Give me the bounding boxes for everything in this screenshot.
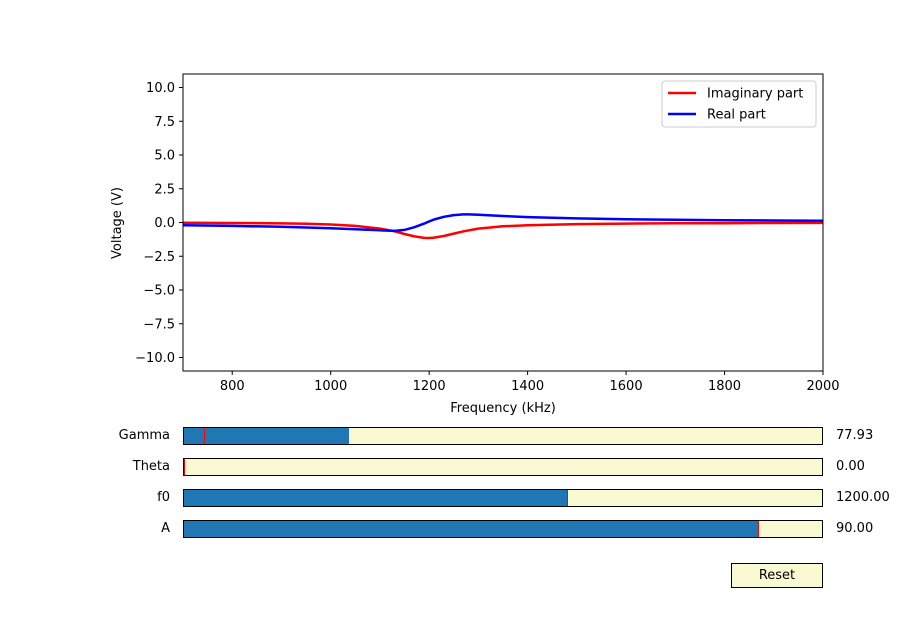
slider-value: 77.93 <box>836 428 874 443</box>
slider-label: f0 <box>157 490 170 505</box>
plot-area <box>183 213 823 240</box>
y-tick-label: 10.0 <box>146 81 175 96</box>
legend-label-2: Real part <box>707 108 766 123</box>
x-tick-label: 1200 <box>413 379 446 394</box>
series-line-2 <box>183 213 823 233</box>
y-tick-label: 2.5 <box>154 182 175 197</box>
x-tick-label: 2000 <box>806 379 839 394</box>
slider-initial-marker <box>184 459 185 475</box>
x-tick-label: 800 <box>220 379 245 394</box>
legend-label-1: Imaginary part <box>707 87 803 102</box>
slider-value: 90.00 <box>836 521 874 536</box>
slider-initial-marker <box>758 521 759 537</box>
slider-fill <box>184 521 758 537</box>
slider-track[interactable] <box>183 489 823 507</box>
series-line-1 <box>183 221 823 240</box>
slider-value: 0.00 <box>836 459 865 474</box>
y-tick-label: −5.0 <box>143 284 175 299</box>
y-tick-label: 0.0 <box>154 216 175 231</box>
slider-value: 1200.00 <box>836 490 890 505</box>
y-tick-label: 5.0 <box>154 149 175 164</box>
x-tick-label: 1000 <box>314 379 347 394</box>
slider-initial-marker <box>567 490 568 506</box>
reset-button[interactable]: Reset <box>731 563 823 588</box>
slider-track[interactable] <box>183 458 823 476</box>
y-axis-label: Voltage (V) <box>110 187 125 259</box>
slider-theta[interactable]: Theta 0.00 <box>0 458 914 478</box>
slider-initial-marker <box>204 428 205 444</box>
axes: 800 1000 1200 1400 1600 1800 2000 −10.0 −7.5 −5.0… <box>135 73 840 394</box>
x-tick-label: 1600 <box>610 379 643 394</box>
y-tick-label: 7.5 <box>154 115 175 130</box>
slider-track[interactable] <box>183 427 823 445</box>
slider-gamma[interactable]: Gamma 77.93 <box>0 427 914 447</box>
slider-fill <box>184 490 567 506</box>
slider-label: Gamma <box>118 428 170 443</box>
slider-label: A <box>161 521 170 536</box>
slider-f0[interactable]: f0 1200.00 <box>0 489 914 509</box>
x-tick-label: 1800 <box>708 379 741 394</box>
slider-track[interactable] <box>183 520 823 538</box>
x-axis-label: Frequency (kHz) <box>450 401 556 416</box>
slider-fill <box>184 428 349 444</box>
y-tick-label: −7.5 <box>143 317 175 332</box>
legend-frame <box>661 80 817 128</box>
slider-label: Theta <box>132 459 170 474</box>
y-tick-label: −10.0 <box>135 351 175 366</box>
y-tick-label: −2.5 <box>143 250 175 265</box>
slider-a[interactable]: A 90.00 <box>0 520 914 540</box>
x-tick-label: 1400 <box>511 379 544 394</box>
legend: Imaginary part Real part <box>661 80 817 128</box>
